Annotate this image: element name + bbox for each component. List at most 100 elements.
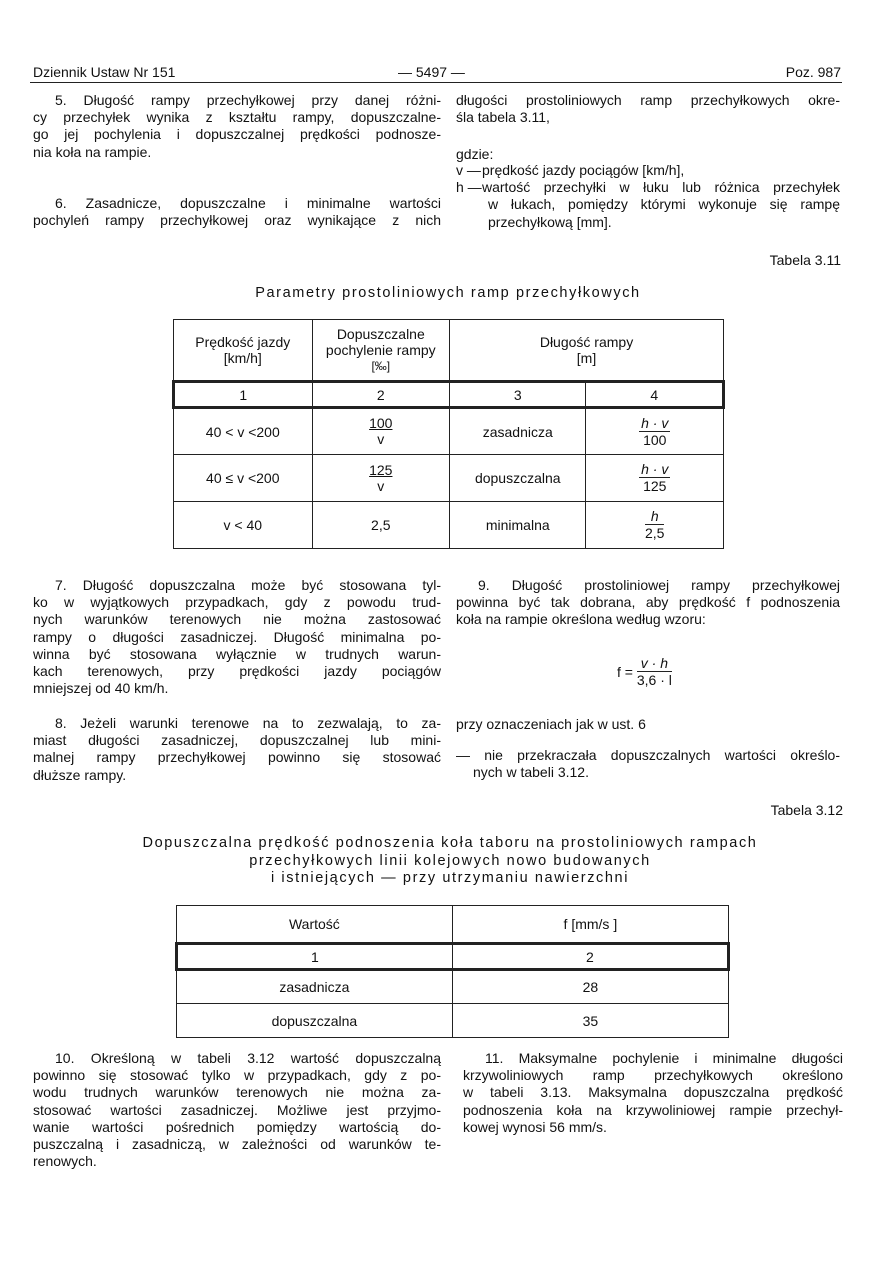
page-number: — 5497 — <box>398 64 465 80</box>
text-line: 9. Długość prostoliniowej rampy przechył… <box>478 577 840 593</box>
header-cell: Prędkość jazdy [km/h] <box>173 319 313 382</box>
table-3-11-label: Tabela 3.11 <box>769 252 841 268</box>
paragraph-9-note: przy oznaczeniach jak w ust. 6 <box>456 716 646 732</box>
column-number: 2 <box>311 380 451 409</box>
text-line: nych warunków terenowych nie można zasto… <box>33 611 441 628</box>
text-line: winna być stosowana wyłącznie w trudnych… <box>33 645 441 662</box>
text-line: rampy o długości zasadniczej. Długość mi… <box>33 628 441 645</box>
table-3-11-title: Parametry prostoliniowych ramp przechyłk… <box>255 285 641 301</box>
text-line: 6. Zasadnicze, dopuszczalne i minimalne … <box>55 195 441 211</box>
definitions: v — prędkość jazdy pociągów [km/h], h — war… <box>456 162 840 231</box>
title-line: Dopuszczalna prędkość podnoszenia koła t… <box>142 835 758 851</box>
slope-cell: 2,5 <box>311 501 451 549</box>
text-line: ko w wyjątkowych przypadkach, gdy z powo… <box>33 594 441 611</box>
header-line: Dopuszczalne <box>336 326 425 342</box>
paragraph-5: 5. Długość rampy przechyłkowej przy dane… <box>33 92 441 161</box>
ramp-type-cell: minimalna <box>449 501 587 549</box>
header-cell: Długość rampy [m] <box>449 319 724 382</box>
paragraph-9: 9. Długość prostoliniowej rampy przechył… <box>456 577 840 629</box>
formula-lhs: f = <box>617 664 633 680</box>
text-line: kowej wynosi 56 mm/s. <box>463 1118 607 1135</box>
column-number: 3 <box>449 380 587 409</box>
text-line: 5. Długość rampy przechyłkowej przy dane… <box>55 92 441 108</box>
column-number: 2 <box>451 942 731 971</box>
text-line: puszczalną i zasadniczą, w zależności od… <box>33 1136 441 1153</box>
position-number: Poz. 987 <box>785 64 841 80</box>
table-3-12: Wartość f [mm/s ] 1 2 zasadnicza 28 dopuszczal… <box>175 905 731 1038</box>
table-row: 40 < v <200 100 v zasadnicza h · v 100 <box>173 407 724 455</box>
table-row: dopuszczalna 35 <box>176 1003 730 1038</box>
ramp-length-cell: h · v 125 <box>585 454 724 502</box>
header-line: [m] <box>576 350 597 366</box>
definition-item: h — wartość przechyłki w łuku lub różnica… <box>456 179 840 231</box>
header-row: Wartość f [mm/s ] <box>176 905 730 944</box>
formula-denominator: 3,6 · l <box>636 672 672 688</box>
text-line: długości prostoliniowych ramp przechyłko… <box>456 92 840 108</box>
text-line: wodu trudnych warunków terenowych nie mo… <box>33 1084 441 1101</box>
text-line: śla tabela 3.11, <box>456 109 550 126</box>
slope-cell: 125 v <box>311 454 451 502</box>
text-line: mniejszej od 40 km/h. <box>33 680 169 697</box>
ramp-type-cell: zasadnicza <box>449 407 587 455</box>
numerator: h · v <box>639 461 671 478</box>
title-line: przechyłkowych linii kolejowych nowo bud… <box>249 852 651 869</box>
header-line: [‰] <box>371 359 391 373</box>
ramp-length-cell: h 2,5 <box>585 501 724 549</box>
text-line: go jej pochylenia i dopuszczalnej prędko… <box>33 126 441 143</box>
text-line: krzywoliniowych ramp przechyłkowych okre… <box>463 1067 843 1084</box>
header-cell: Wartość <box>176 905 453 944</box>
journal-title: Dziennik Ustaw Nr 151 <box>33 64 176 80</box>
header-row: Prędkość jazdy [km/h] Dopuszczalne pochylen… <box>173 319 724 382</box>
numerator: h <box>645 509 665 525</box>
speed-cell: 40 ≤ v <200 <box>173 454 313 502</box>
header-line: pochylenie rampy <box>325 342 436 358</box>
denominator: v <box>377 431 385 447</box>
denominator: 2,5 <box>645 525 665 541</box>
definition-symbol: v — <box>456 162 481 178</box>
definition-symbol: h — <box>456 179 482 196</box>
table-3-12-label: Tabela 3.12 <box>770 802 843 818</box>
text-line: stosować wartości zasadniczej. Możliwe j… <box>33 1101 441 1118</box>
table-3-11: Prędkość jazdy [km/h] Dopuszczalne pochylen… <box>172 319 725 549</box>
text-line: podnoszenia koła na krzywoliniowej rampi… <box>463 1101 843 1118</box>
paragraph-11: 11. Maksymalne pochylenie i minimalne dł… <box>463 1050 843 1136</box>
table-3-12-title: Dopuszczalna prędkość podnoszenia koła t… <box>100 835 800 888</box>
header-line: [km/h] <box>223 350 262 366</box>
text-line: 10. Określoną w tabeli 3.12 wartość dopu… <box>55 1050 441 1066</box>
fraction: h · v 125 <box>639 461 671 494</box>
speed-cell: 40 < v <200 <box>173 407 313 455</box>
paragraph-6-continued: długości prostoliniowych ramp przechyłko… <box>456 92 840 126</box>
denominator: 125 <box>643 478 667 494</box>
numerator: h · v <box>639 414 671 432</box>
paragraph-9-condition: — nie przekraczała dopuszczalnych wartoś… <box>456 747 840 781</box>
fraction: h 2,5 <box>645 509 665 541</box>
text-line: dłuższe rampy. <box>33 766 127 783</box>
text-line: kach terenowych, przy prędkości jazdy po… <box>33 663 441 680</box>
numerator: 125 <box>369 461 393 478</box>
text-line: 11. Maksymalne pochylenie i minimalne dł… <box>485 1050 843 1066</box>
paragraph-6: 6. Zasadnicze, dopuszczalne i minimalne … <box>33 195 441 229</box>
header-cell: Dopuszczalne pochylenie rampy [‰] <box>311 319 451 382</box>
header-line: Długość rampy <box>539 334 634 350</box>
text-line: malnej rampy przechyłkowej powinno się s… <box>33 749 441 766</box>
text-line: — nie przekraczała dopuszczalnych wartoś… <box>456 747 840 763</box>
value-cell: 28 <box>451 969 730 1004</box>
text-line: nia koła na rampie. <box>33 143 152 160</box>
text-line: powinna być tak dobrana, aby prędkość f … <box>456 594 840 611</box>
text-line: renowych. <box>33 1153 97 1170</box>
numerator: 100 <box>369 415 393 431</box>
text-line: koła na rampie określona według wzoru: <box>456 611 706 628</box>
formula-numerator: v · h <box>636 656 672 672</box>
header-cell: f [mm/s ] <box>451 905 730 944</box>
text-line: 7. Długość dopuszczalna może być stosowa… <box>55 577 441 593</box>
paragraph-7: 7. Długość dopuszczalna może być stosowa… <box>33 577 441 697</box>
fraction: 125 v <box>367 461 394 494</box>
slope-cell: 100 v <box>311 407 451 455</box>
table-row: 40 ≤ v <200 125 v dopuszczalna h · v 125 <box>173 454 724 502</box>
table-row: zasadnicza 28 <box>176 969 730 1004</box>
text-line: cy przechyłek wynika z kształtu rampy, d… <box>33 109 441 126</box>
column-number: 1 <box>172 380 313 409</box>
